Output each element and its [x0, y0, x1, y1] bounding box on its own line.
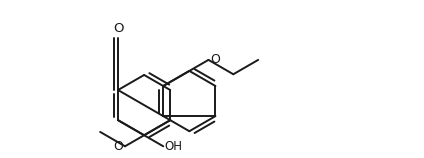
Text: O: O — [114, 140, 123, 153]
Text: O: O — [210, 53, 220, 66]
Text: O: O — [113, 22, 123, 35]
Text: OH: OH — [165, 140, 183, 153]
